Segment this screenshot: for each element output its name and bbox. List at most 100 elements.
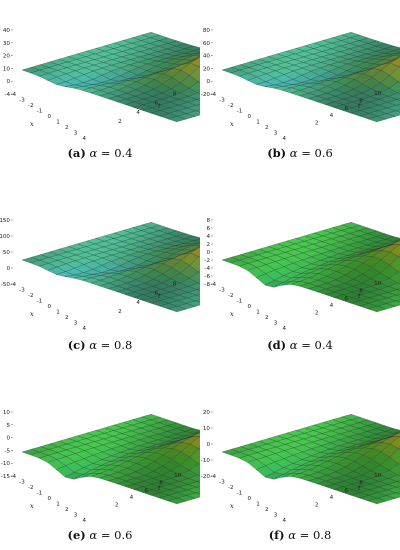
surface-facet [396, 480, 400, 483]
x-tick-label: 4 [82, 326, 86, 332]
x-tick-label: 3 [274, 513, 278, 519]
t-tick-label: 6 [144, 488, 148, 494]
caption-b: (b) α = 0.6 [267, 146, 333, 160]
z-tick-label: 10 [203, 426, 211, 432]
t-tick-label: 10 [374, 281, 382, 287]
surface-mesh [221, 32, 400, 123]
surface-facet [397, 91, 400, 95]
t-axis-label: t [358, 292, 361, 300]
z-tick-label: -5 [4, 448, 10, 454]
caption-e: (e) α = 0.6 [67, 528, 133, 542]
surface-facet [397, 473, 400, 477]
t-axis: 2 4 6 8 10 t [315, 91, 382, 127]
z-tick-label: 10 [3, 410, 11, 416]
z-tick-label: 10 [3, 66, 11, 72]
caption-c: (c) α = 0.8 [67, 338, 133, 352]
t-tick-label: 6 [155, 101, 159, 107]
surface-facet [367, 306, 387, 313]
x-tick-label: -2 [228, 485, 234, 491]
t-axis: 2 4 6 8 t [118, 92, 177, 125]
x-axis-label: x [230, 502, 234, 510]
t-tick-label: 4 [136, 110, 140, 116]
x-tick-label: 0 [247, 496, 251, 502]
t-axis-label: t [158, 484, 161, 492]
surface-facet [395, 294, 400, 297]
surface-facet [197, 281, 200, 285]
panel-f: 20 10 0 -10 -20 -4 -3 -2 -1 0 1 2 3 4 x 2 4 6 8 10 t [200, 382, 400, 537]
x-tick-label: -2 [228, 103, 234, 109]
surface-mesh [221, 222, 400, 313]
t-axis-label: t [358, 102, 361, 110]
caption-label: (f) [268, 528, 285, 542]
t-axis-label: t [158, 102, 161, 110]
z-tick-label: 20 [3, 54, 11, 60]
surface-facet [395, 486, 400, 489]
t-axis-label: t [158, 292, 161, 300]
z-tick-label: 6 [206, 226, 210, 232]
z-tick-label: -4 [204, 266, 210, 272]
x-tick-label: -4 [210, 282, 216, 288]
z-tick-label: -8 [204, 282, 210, 288]
surface-facet [367, 498, 387, 505]
z-tick-label: 0 [6, 266, 10, 272]
surface-facet [195, 299, 200, 303]
z-axis: 10 5 0 -5 -10 -15 [1, 410, 13, 480]
x-tick-label: 2 [265, 507, 269, 513]
z-tick-label: 0 [206, 79, 210, 85]
x-tick-label: -1 [37, 299, 43, 305]
x-tick-label: -4 [10, 92, 16, 98]
z-tick-label: 50 [3, 250, 11, 256]
z-tick-label: 0 [206, 250, 210, 256]
x-tick-label: -3 [219, 288, 225, 294]
surface-mesh [21, 414, 200, 505]
surface-facet [396, 288, 400, 291]
panel-e: 10 5 0 -5 -10 -15 -4 -3 -2 -1 0 1 2 3 4 x 2 4 6 8 10 t [0, 382, 200, 537]
z-tick-label: 40 [203, 54, 211, 60]
surface-facet [196, 288, 200, 291]
alpha-value: 0.6 [314, 146, 333, 160]
caption-label: (d) [267, 338, 287, 352]
surface-facet [196, 480, 200, 483]
t-tick-label: 6 [155, 291, 159, 297]
x-tick-label: 0 [247, 304, 251, 310]
x-axis-label: x [30, 120, 34, 128]
z-axis: 40 30 20 10 0 -4 [3, 28, 13, 98]
t-tick-label: 4 [330, 113, 334, 119]
x-tick-label: 3 [74, 321, 78, 327]
z-tick-label: -20 [201, 474, 211, 480]
surface-facet [395, 299, 400, 303]
surface-facet [196, 98, 200, 101]
x-tick-label: -3 [219, 98, 225, 104]
x-tick-label: -4 [210, 474, 216, 480]
x-tick-label: 3 [274, 321, 278, 327]
surface-facet [395, 109, 400, 113]
x-tick-label: 0 [247, 114, 251, 120]
caption-label: (a) [67, 146, 86, 160]
surface-mesh [221, 414, 400, 505]
x-axis-label: x [30, 310, 34, 318]
x-tick-label: 4 [282, 136, 286, 142]
x-tick-label: 2 [265, 125, 269, 131]
x-tick-label: 0 [47, 496, 51, 502]
z-tick-label: 80 [203, 28, 211, 34]
t-tick-label: 2 [115, 503, 119, 509]
z-axis: 150 100 50 0 -50 [0, 218, 13, 288]
x-tick-label: 2 [265, 315, 269, 321]
alpha-symbol: α [289, 338, 298, 352]
z-axis: 80 60 40 20 0 -20 [201, 28, 213, 98]
x-tick-label: 1 [256, 502, 260, 508]
z-tick-label: 0 [6, 79, 10, 85]
t-tick-label: 4 [330, 495, 334, 501]
x-axis-label: x [230, 310, 234, 318]
surface-facet [395, 104, 400, 107]
panel-b: 80 60 40 20 0 -20 -4 -3 -2 -1 0 1 2 3 4 x 2 4 6 8 10 t [200, 0, 400, 155]
t-tick-label: 10 [374, 91, 382, 97]
alpha-value: 0.8 [113, 338, 133, 352]
